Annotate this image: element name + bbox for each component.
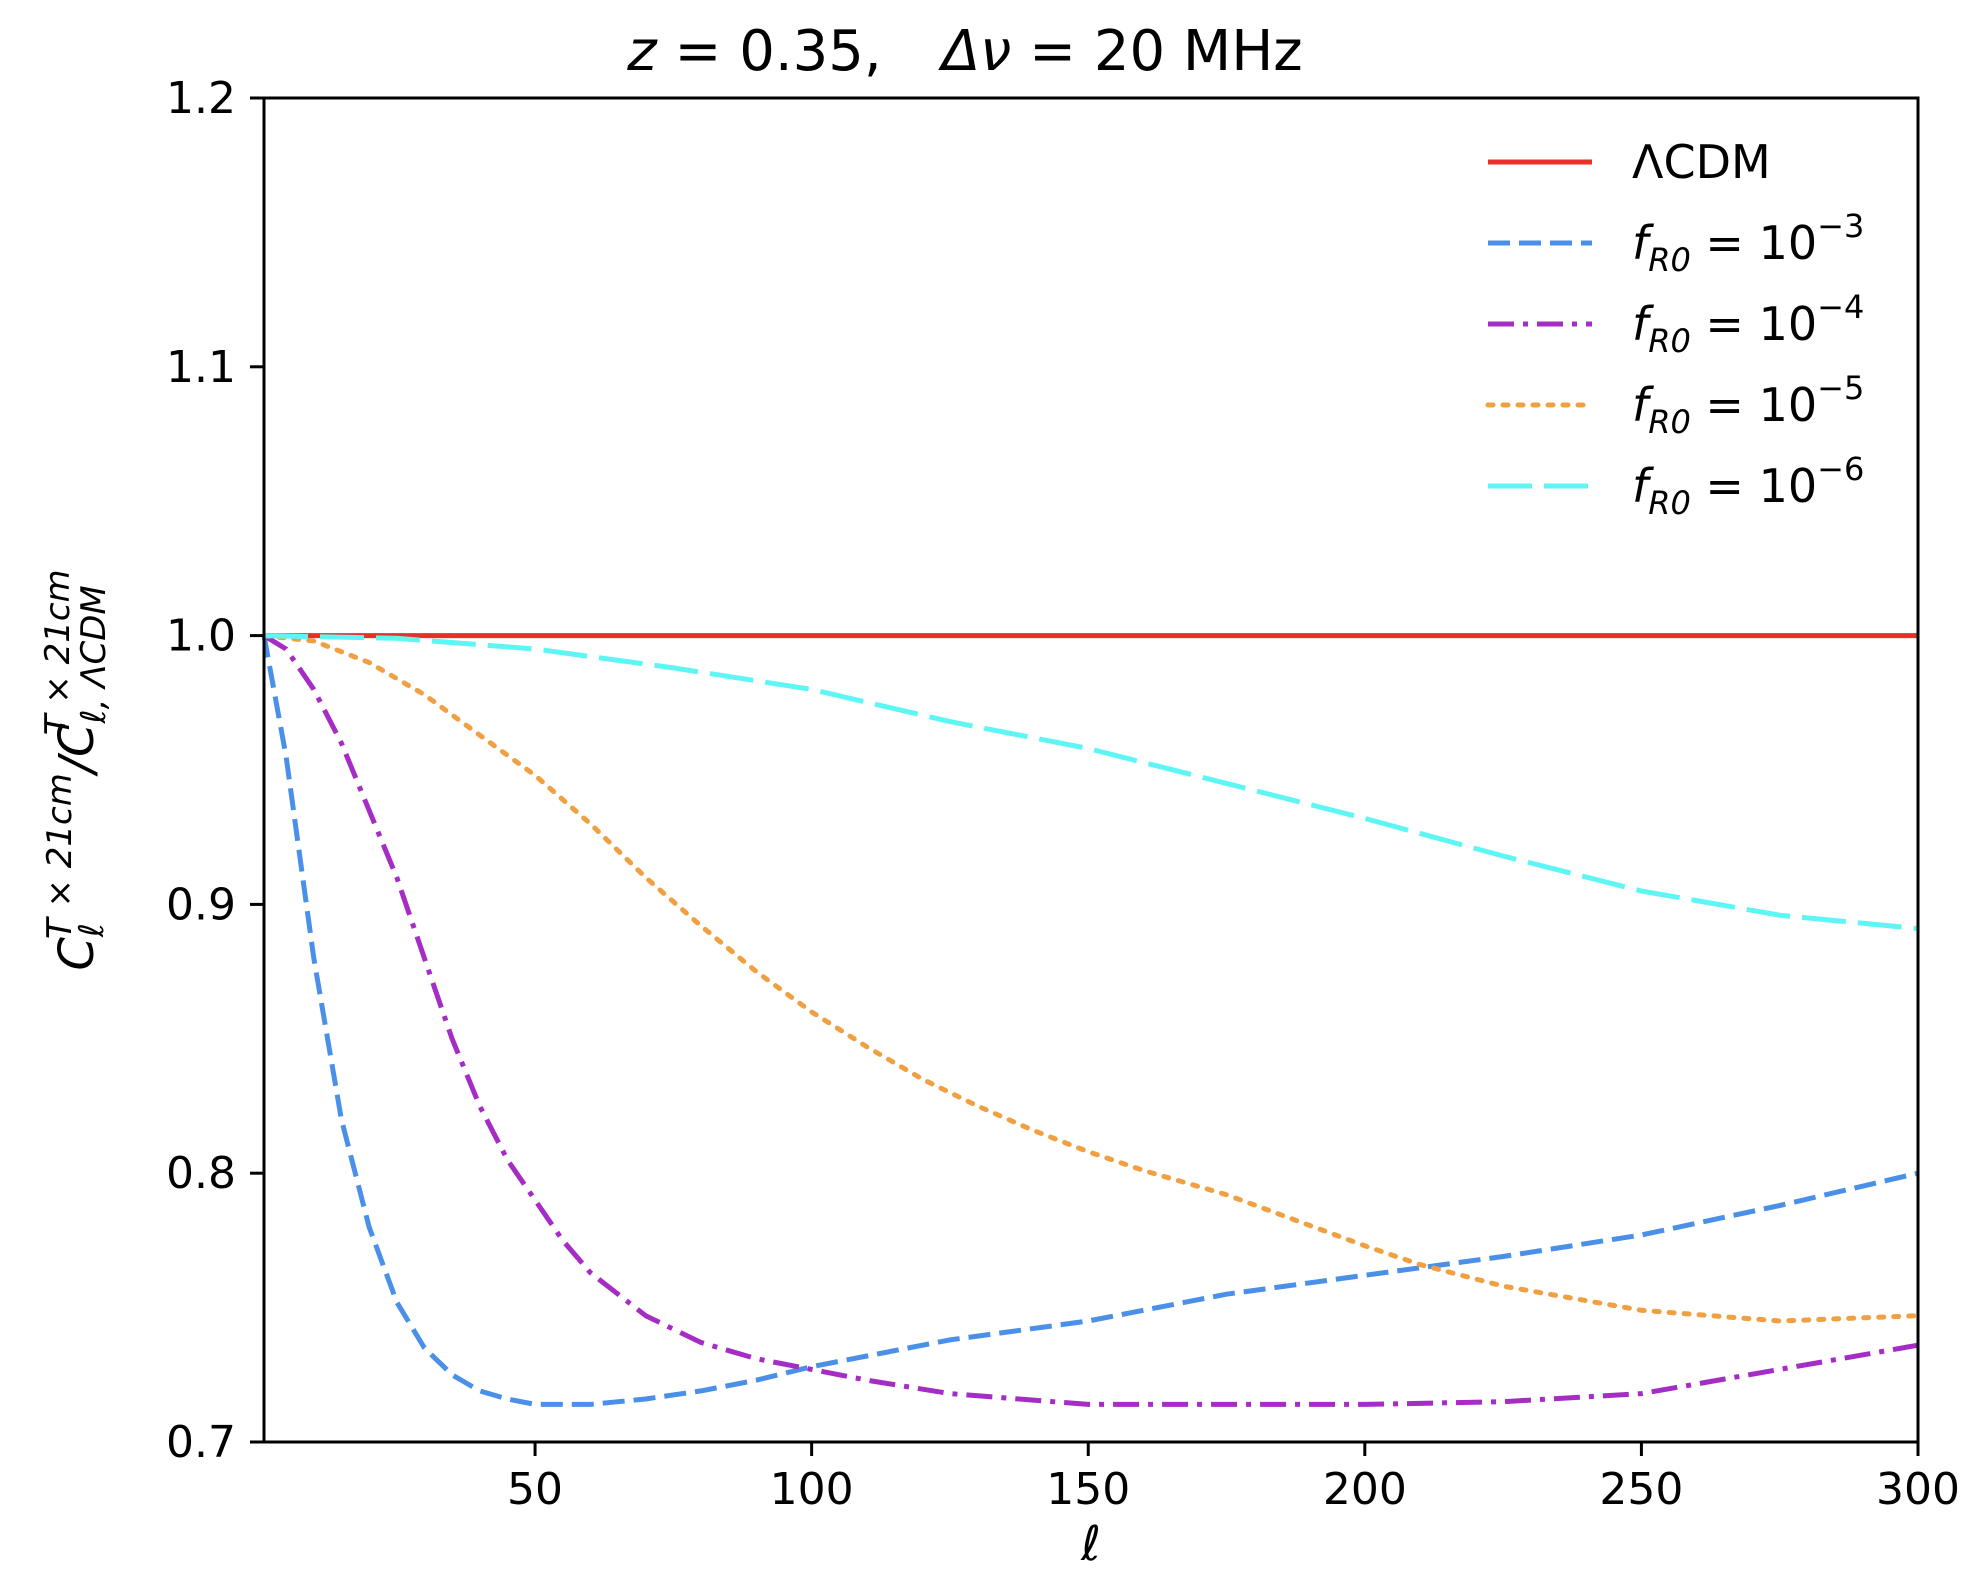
data-series [261, 633, 1921, 1407]
legend-exponent: −3 [1817, 207, 1864, 245]
legend-text: ΛCDM [1632, 135, 1771, 189]
y-axis-label-text: CℓT × 21cm/Cℓ, ΛCDMT × 21cm [38, 569, 114, 970]
legend-entry-fr0-minus5: fR0 = 10−5 [1485, 369, 1864, 441]
x-tick-label: 50 [507, 1464, 563, 1515]
x-axis-label: ℓ [1080, 1516, 1101, 1572]
title-dnu-variable: Δν [938, 19, 1012, 84]
legend-subscript: R0 [1648, 241, 1691, 279]
plot-frame [262, 96, 1920, 1444]
legend: ΛCDM fR0 = 10−3 fR0 = 10−4 fR0 = 10−5 fR0 = … [1485, 135, 1864, 522]
legend-entry-fr0-minus6: fR0 = 10−6 [1488, 450, 1864, 522]
legend-subscript: R0 [1648, 322, 1691, 360]
legend-label: fR0 = 10−6 [1632, 450, 1864, 522]
x-tick-label: 150 [1046, 1464, 1130, 1515]
series-line-fr0-minus6 [263, 633, 1919, 932]
y-label-sup1: T × 21cm [40, 773, 80, 939]
legend-exponent: −4 [1817, 288, 1864, 326]
chart-title: z = 0.35, Δν = 20 MHz [626, 19, 1302, 84]
series-line-fr0-minus3 [261, 635, 1919, 1407]
y-label-sub2: ℓ, ΛCDM [74, 585, 114, 724]
legend-subscript: R0 [1648, 403, 1691, 441]
legend-equals: = 10 [1691, 216, 1817, 270]
title-dnu-value: = 20 MHz [1011, 19, 1302, 84]
series-line-fr0-minus4 [262, 633, 1919, 1407]
legend-entry-fr0-minus3: fR0 = 10−3 [1488, 207, 1864, 279]
legend-equals: = 10 [1691, 459, 1817, 513]
legend-entry-lcdm: ΛCDM [1488, 135, 1771, 189]
y-tick-label: 1.2 [166, 73, 236, 124]
title-z-variable: z [626, 19, 658, 84]
legend-label: fR0 = 10−5 [1632, 369, 1864, 441]
legend-entry-fr0-minus4: fR0 = 10−4 [1488, 288, 1864, 360]
legend-label: fR0 = 10−3 [1632, 207, 1864, 279]
x-tick-label: 100 [770, 1464, 854, 1515]
legend-label: ΛCDM [1632, 135, 1771, 189]
y-tick-label: 1.1 [166, 342, 236, 393]
y-tick-label: 0.7 [166, 1417, 236, 1468]
x-tick-label: 250 [1599, 1464, 1683, 1515]
y-label-slash-c: /C [49, 723, 105, 777]
legend-equals: = 10 [1691, 297, 1817, 351]
legend-equals: = 10 [1691, 378, 1817, 432]
y-label-c: C [49, 937, 105, 971]
y-axis-label: CℓT × 21cm/Cℓ, ΛCDMT × 21cm [38, 569, 114, 970]
x-tick-label: 200 [1323, 1464, 1407, 1515]
y-tick-label: 1.0 [166, 611, 236, 662]
y-label-sup2: T × 21cm [38, 569, 78, 735]
axes: 50 100 150 200 250 300 0.7 0.8 0.9 1.0 1.1 1.2 [166, 73, 1960, 1515]
legend-subscript: R0 [1648, 484, 1691, 522]
legend-label: fR0 = 10−4 [1632, 288, 1864, 360]
legend-exponent: −6 [1817, 450, 1864, 488]
y-tick-label: 0.9 [166, 879, 236, 930]
series-line-fr0-minus5 [261, 633, 1921, 1324]
x-tick-label: 300 [1876, 1464, 1960, 1515]
y-tick-label: 0.8 [166, 1148, 236, 1199]
title-z-value: = 0.35, [657, 19, 882, 84]
legend-exponent: −5 [1817, 369, 1864, 407]
y-label-sub1: ℓ [72, 923, 112, 938]
